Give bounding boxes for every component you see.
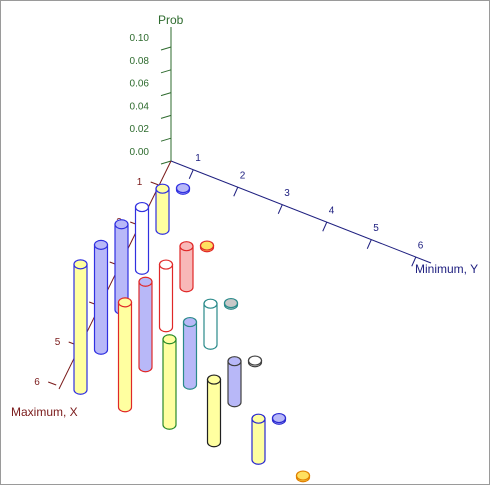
bar-body [182, 321, 198, 390]
bar [179, 241, 194, 293]
z-tick-label: 0.08 [130, 56, 150, 67]
x-axis-tick [48, 381, 57, 386]
y-axis-tick [411, 257, 417, 267]
y-tick-label: 3 [284, 188, 290, 199]
bar [138, 276, 153, 373]
y-tick-label: 2 [240, 170, 246, 181]
bar-cap [271, 412, 287, 424]
bar-cap [203, 298, 218, 309]
bar-cap [134, 201, 150, 213]
bar-cap [227, 356, 242, 367]
bar-cap [295, 470, 311, 481]
bar-cap [179, 241, 194, 252]
x-axis-tick [150, 181, 159, 186]
bar-cap [93, 239, 109, 250]
bar-body [179, 245, 194, 293]
bar-cap [182, 316, 198, 328]
bar [158, 259, 174, 333]
y-axis-tick [233, 187, 239, 197]
bar-cap [158, 259, 174, 270]
x-tick-label: 6 [34, 377, 40, 388]
z-axis-tick [160, 137, 172, 142]
bar [162, 334, 177, 430]
bar-cap [155, 183, 170, 194]
z-tick-label: 0.10 [130, 33, 150, 44]
bar-cap [206, 374, 222, 385]
bar [227, 356, 242, 408]
bar-body [117, 301, 133, 413]
bar [73, 259, 88, 395]
bar [247, 355, 263, 368]
bar [203, 298, 218, 350]
bar-cap [223, 297, 239, 309]
bar [271, 412, 287, 425]
bar [117, 297, 133, 413]
bar-body [227, 360, 242, 408]
y-axis-tick [322, 222, 328, 232]
bar [206, 374, 222, 448]
bar-body [134, 206, 150, 275]
bar-body [158, 263, 174, 333]
z-tick-label: 0.00 [130, 147, 150, 158]
y-axis-tick [277, 204, 283, 214]
y-tick-label: 5 [373, 223, 379, 234]
bar-body [251, 418, 266, 465]
bar [223, 297, 239, 310]
bar [295, 470, 311, 483]
bar-body [73, 263, 88, 395]
bar-cap [138, 276, 153, 287]
y-tick-label: 1 [195, 153, 201, 164]
z-axis-tick [160, 160, 172, 165]
z-tick-label: 0.02 [130, 124, 150, 135]
bar [175, 182, 191, 195]
z-axis-label: Prob [158, 13, 184, 27]
bar-cap [199, 240, 215, 251]
bar [155, 183, 170, 235]
x-axis-label: Maximum, X [11, 405, 78, 419]
y-tick-label: 6 [418, 240, 424, 251]
y-tick-label: 4 [329, 205, 335, 216]
z-axis-tick [160, 92, 172, 97]
bar-cap [117, 297, 133, 308]
bar [199, 240, 215, 253]
z-tick-label: 0.06 [130, 79, 150, 90]
bar-body [162, 338, 177, 430]
y-axis-tick [188, 169, 194, 179]
z-axis-tick [160, 114, 172, 119]
y-axis-label: Minimum, Y [415, 262, 478, 276]
bar-cap [251, 413, 266, 424]
bar-cap [114, 219, 129, 230]
bar-cap [175, 182, 191, 194]
bar-body [138, 281, 153, 373]
x-tick-label: 1 [137, 177, 143, 188]
bar [251, 413, 266, 465]
bar-cap [247, 355, 263, 366]
bar-cap [73, 259, 88, 270]
z-axis-tick [160, 69, 172, 74]
z-axis-tick [160, 46, 172, 51]
bar-body [206, 378, 222, 448]
z-tick-label: 0.04 [130, 101, 150, 112]
bar-body [93, 244, 109, 355]
bar-body [155, 188, 170, 235]
x-tick-label: 5 [55, 337, 61, 348]
bar [182, 316, 198, 390]
bar [93, 239, 109, 355]
bar [134, 201, 150, 275]
bar-body [203, 303, 218, 350]
bar-cap [162, 334, 177, 345]
y-axis-tick [366, 239, 372, 249]
y-axis-line [170, 160, 432, 264]
